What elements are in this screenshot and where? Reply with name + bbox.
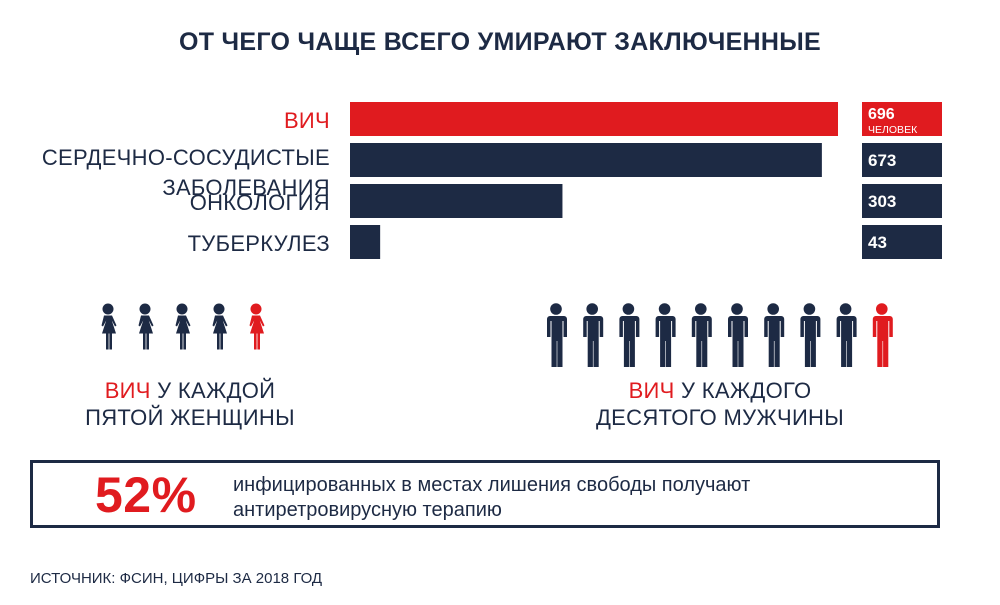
value-box-1 xyxy=(862,143,942,177)
callout-text-line1: инфицированных в местах лишения свободы … xyxy=(233,474,751,496)
men-figures xyxy=(547,303,893,367)
value-label-3: 43 xyxy=(868,233,887,252)
man-figure-6 xyxy=(764,303,785,367)
man-figure-4 xyxy=(691,303,712,367)
man-figure-2 xyxy=(619,303,640,367)
women-caption-highlight: ВИЧ xyxy=(104,378,151,403)
bar-0 xyxy=(350,102,838,136)
women-caption-line2: ПЯТОЙ ЖЕНЩИНЫ xyxy=(85,405,295,430)
value-box-0 xyxy=(862,102,942,136)
value-box-3 xyxy=(862,225,942,259)
woman-figure-4-highlighted xyxy=(249,303,265,350)
value-box-2 xyxy=(862,184,942,218)
men-caption-highlight: ВИЧ xyxy=(628,378,675,403)
bar-3 xyxy=(350,225,381,259)
chart-title: ОТ ЧЕГО ЧАЩЕ ВСЕГО УМИРАЮТ ЗАКЛЮЧЕННЫЕ xyxy=(178,28,822,56)
callout-box: 52% инфицированных в местах лишения своб… xyxy=(30,460,940,528)
callout-percent: 52% xyxy=(95,467,197,523)
women-caption-rest: У КАЖДОЙ xyxy=(150,378,276,403)
callout-text: инфицированных в местах лишения свободы … xyxy=(233,473,913,523)
category-label-0-0: ВИЧ xyxy=(284,108,330,133)
category-label-1-1: ЗАБОЛЕВАНИЯ xyxy=(162,175,330,200)
man-figure-5 xyxy=(728,303,748,367)
value-label-1: 673 xyxy=(868,151,896,170)
man-figure-8 xyxy=(836,303,857,367)
men-caption-rest: У КАЖДОГО xyxy=(674,378,812,403)
value-label-0: 696 xyxy=(868,106,895,123)
woman-figure-2 xyxy=(175,303,191,350)
woman-figure-0 xyxy=(101,303,117,350)
men-caption-line2: ДЕСЯТОГО МУЖЧИНЫ xyxy=(595,405,845,430)
category-label-2-0: ОНКОЛОГИЯ xyxy=(190,190,330,215)
men-caption: ВИЧ У КАЖДОГО ДЕСЯТОГО МУЖЧИНЫ xyxy=(560,377,880,431)
value-label-2: 303 xyxy=(868,192,896,211)
man-figure-9-highlighted xyxy=(872,303,893,367)
man-figure-1 xyxy=(583,303,604,367)
bar-2 xyxy=(350,184,563,218)
category-label-1-0: СЕРДЕЧНО-СОСУДИСТЫЕ xyxy=(42,145,330,170)
callout-text-line2: антиретровирусную терапию xyxy=(233,499,502,521)
man-figure-0 xyxy=(547,303,567,367)
woman-figure-3 xyxy=(212,303,228,350)
man-figure-3 xyxy=(655,303,676,367)
man-figure-7 xyxy=(800,303,821,367)
women-caption: ВИЧ У КАЖДОЙ ПЯТОЙ ЖЕНЩИНЫ xyxy=(40,377,340,431)
women-figures xyxy=(101,303,265,350)
woman-figure-1 xyxy=(138,303,154,350)
bar-1 xyxy=(350,143,822,177)
value-unit-label: ЧЕЛОВЕК xyxy=(868,124,918,136)
source-note: ИСТОЧНИК: ФСИН, ЦИФРЫ ЗА 2018 ГОД xyxy=(30,570,323,587)
category-label-3-0: ТУБЕРКУЛЕЗ xyxy=(188,231,330,256)
